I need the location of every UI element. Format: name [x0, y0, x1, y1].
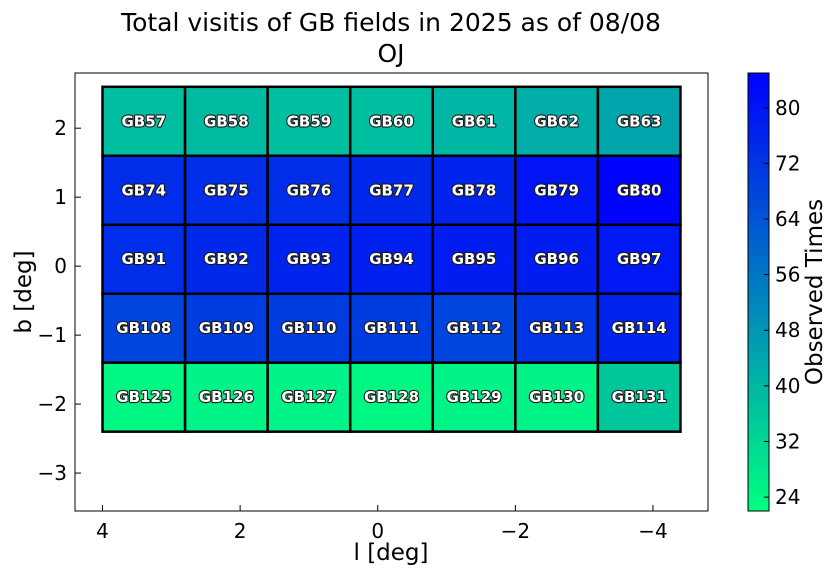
y-tick-label: 2 — [54, 116, 67, 140]
field-label-gb60: GB60 — [369, 112, 414, 130]
colorbar-tick-label: 80 — [775, 96, 800, 120]
field-label-gb128: GB128 — [364, 388, 419, 406]
y-tick-label: −1 — [38, 323, 67, 347]
field-cell-gb77 — [348, 154, 435, 226]
colorbar-tick-label: 40 — [775, 374, 800, 398]
field-cell-gb61 — [431, 85, 517, 158]
field-label-gb109: GB109 — [199, 319, 254, 337]
field-label-gb125: GB125 — [116, 388, 171, 406]
y-tick-label: 0 — [54, 254, 67, 278]
field-label-gb61: GB61 — [452, 112, 497, 130]
colorbar — [747, 72, 770, 512]
field-label-gb110: GB110 — [281, 319, 336, 337]
field-label-gb112: GB112 — [447, 319, 502, 337]
colorbar-tick-label: 72 — [775, 151, 800, 175]
field-cell-gb108 — [101, 292, 187, 364]
x-tick-label: 2 — [234, 519, 247, 543]
x-axis-ticks: 4 2 0 −2 −4 — [96, 505, 668, 543]
field-label-gb74: GB74 — [121, 181, 166, 199]
field-label-gb97: GB97 — [617, 250, 662, 268]
field-label-gb62: GB62 — [534, 112, 579, 130]
field-cell-gb97 — [596, 223, 682, 295]
field-label-gb80: GB80 — [617, 181, 662, 199]
field-label-gb94: GB94 — [369, 250, 414, 268]
field-cell-gb129 — [431, 361, 517, 433]
field-label-gb95: GB95 — [452, 250, 497, 268]
field-cell-gb91 — [101, 223, 187, 295]
field-cell-gb112 — [431, 292, 517, 364]
colorbar-tick-label: 32 — [775, 429, 800, 453]
field-label-gb76: GB76 — [287, 181, 332, 199]
field-cell-gb75 — [183, 154, 269, 226]
field-label-gb96: GB96 — [534, 250, 579, 268]
field-cell-gb92 — [183, 223, 269, 295]
chart-subtitle: OJ — [377, 39, 404, 68]
field-cell-gb130 — [514, 361, 600, 433]
colorbar-tick-label: 56 — [775, 263, 800, 287]
field-label-gb92: GB92 — [204, 250, 249, 268]
field-cell-gb63 — [596, 85, 682, 158]
field-label-gb59: GB59 — [287, 112, 332, 130]
field-cell-gb126 — [183, 361, 269, 433]
x-tick-label: −4 — [638, 519, 667, 543]
chart-title: Total visitis of GB fields in 2025 as of… — [120, 8, 661, 37]
field-label-gb79: GB79 — [534, 181, 579, 199]
colorbar-tick-label: 64 — [775, 207, 800, 231]
field-cell-gb79 — [514, 154, 600, 226]
x-tick-label: 0 — [371, 519, 384, 543]
field-cell-gb114 — [596, 292, 682, 364]
colorbar-label: Observed Times — [802, 199, 828, 385]
y-tick-label: −3 — [38, 461, 67, 485]
colorbar-tick-label: 24 — [775, 485, 800, 509]
field-label-gb130: GB130 — [529, 388, 584, 406]
heatmap-cells: GB57 GB58 GB59 GB60 GB61 GB62 GB63 GB74 GB75 GB76… — [101, 85, 682, 433]
field-cell-gb95 — [431, 223, 517, 295]
x-tick-label: 4 — [96, 519, 109, 543]
colorbar-ticks: 24 32 40 48 56 64 72 80 — [764, 96, 800, 509]
colorbar-tick-label: 48 — [775, 318, 800, 342]
field-label-gb108: GB108 — [116, 319, 171, 337]
field-label-gb93: GB93 — [287, 250, 332, 268]
field-label-gb111: GB111 — [364, 319, 419, 337]
y-axis-ticks: 2 1 0 −1 −2 −3 — [38, 116, 81, 485]
field-label-gb113: GB113 — [529, 319, 584, 337]
x-tick-label: −2 — [501, 519, 530, 543]
field-label-gb75: GB75 — [204, 181, 249, 199]
field-label-gb131: GB131 — [612, 388, 667, 406]
x-axis-label: l [deg] — [354, 540, 429, 566]
field-cell-gb96 — [514, 223, 600, 295]
field-label-gb63: GB63 — [617, 112, 662, 130]
field-label-gb114: GB114 — [612, 319, 667, 337]
field-cell-gb94 — [348, 223, 435, 295]
field-label-gb91: GB91 — [121, 250, 166, 268]
field-label-gb77: GB77 — [369, 181, 414, 199]
y-tick-label: −2 — [38, 392, 67, 416]
y-tick-label: 1 — [54, 185, 67, 209]
field-label-gb126: GB126 — [199, 388, 254, 406]
field-label-gb58: GB58 — [204, 112, 249, 130]
field-label-gb78: GB78 — [452, 181, 497, 199]
field-label-gb127: GB127 — [281, 388, 336, 406]
y-axis-label: b [deg] — [11, 250, 37, 333]
field-label-gb129: GB129 — [447, 388, 502, 406]
field-cell-gb131 — [596, 361, 682, 433]
field-label-gb57: GB57 — [121, 112, 166, 130]
